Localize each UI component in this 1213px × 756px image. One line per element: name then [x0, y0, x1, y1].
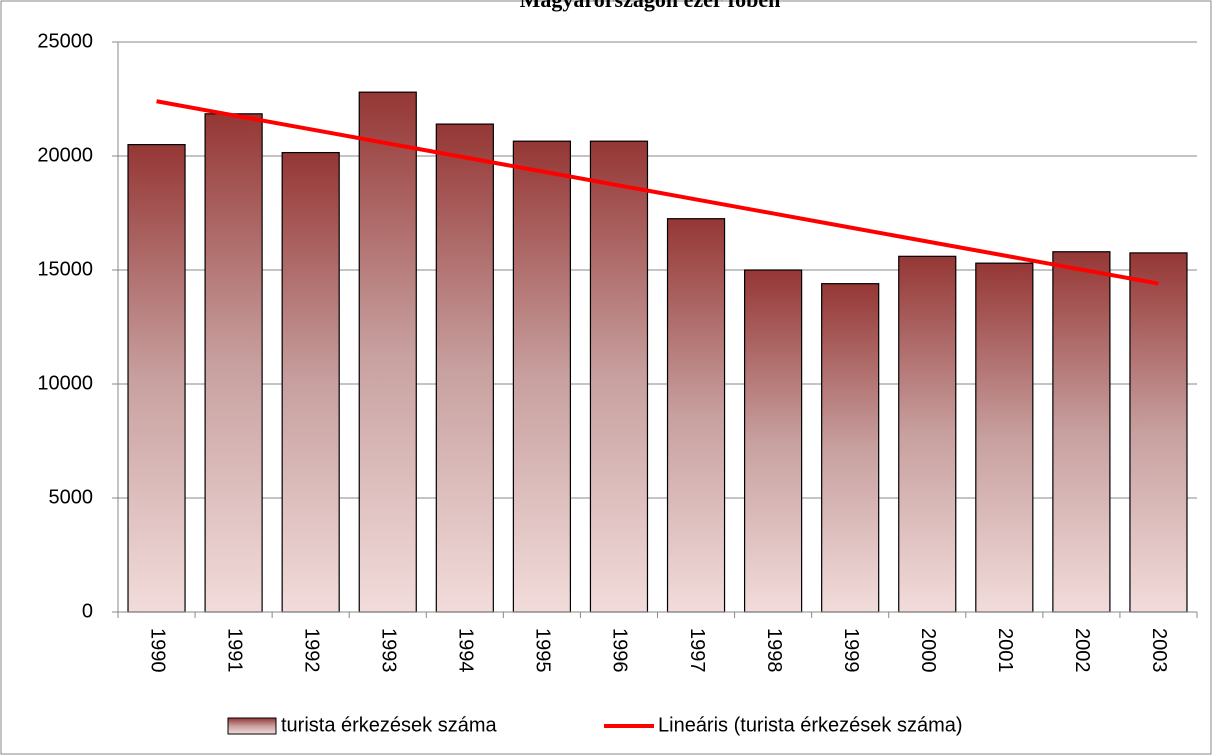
x-tick-label: 2003 [1148, 628, 1170, 673]
bar [204, 113, 263, 613]
y-tick-label: 10000 [37, 372, 93, 394]
x-tick-label: 2001 [994, 628, 1016, 673]
bar [666, 218, 726, 613]
x-tick-label: 1999 [840, 628, 862, 673]
bar [589, 140, 649, 613]
bar [743, 269, 803, 613]
x-tick-label: 1991 [223, 628, 245, 673]
chart-title: Magyarországon ezer főben [520, 0, 781, 12]
bar [281, 151, 340, 613]
legend-label: Lineáris (turista érkezések száma) [658, 714, 963, 736]
x-tick-label: 1992 [300, 628, 322, 673]
bar [898, 255, 957, 613]
y-tick-label: 25000 [37, 30, 93, 52]
x-tick-label: 1997 [686, 628, 708, 673]
y-tick-label: 5000 [49, 486, 94, 508]
bar [975, 262, 1034, 613]
bar [435, 123, 494, 613]
y-tick-label: 20000 [37, 144, 93, 166]
x-tick-label: 2000 [917, 628, 939, 673]
x-tick-label: 1993 [377, 628, 399, 673]
x-tick-label: 2002 [1071, 628, 1093, 673]
bar [1052, 251, 1111, 613]
bar [127, 144, 186, 613]
x-tick-label: 1995 [532, 628, 554, 673]
legend-label: turista érkezések száma [281, 714, 498, 736]
y-tick-label: 0 [82, 600, 93, 622]
trend-line [156, 99, 1159, 286]
bar [821, 283, 880, 613]
bar [512, 140, 572, 613]
y-tick-label: 15000 [37, 258, 93, 280]
x-tick-label: 1990 [146, 628, 168, 673]
bar [1129, 252, 1188, 613]
x-tick-label: 1994 [455, 628, 477, 673]
legend-swatch [227, 717, 277, 735]
x-tick-label: 1996 [609, 628, 631, 673]
bar [358, 91, 417, 613]
x-tick-label: 1998 [763, 628, 785, 673]
